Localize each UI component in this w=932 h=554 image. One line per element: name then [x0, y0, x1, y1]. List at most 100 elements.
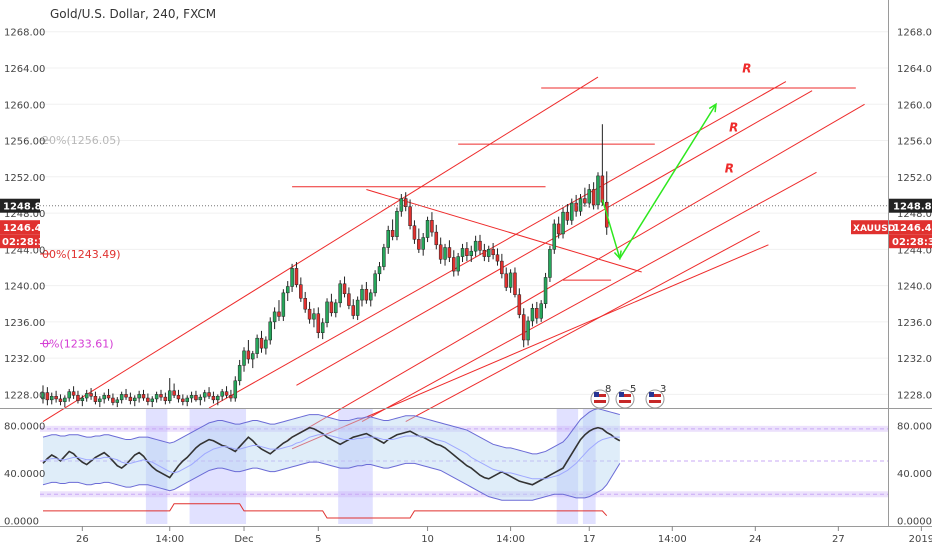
candles	[41, 124, 609, 408]
time-tick-label: 14:00	[658, 534, 687, 545]
oscillator-band-area	[43, 408, 620, 501]
left-countdown: 02:28:37	[2, 237, 52, 248]
candle-body	[517, 294, 522, 315]
left-countdown-bg	[0, 234, 40, 249]
candle-body	[508, 272, 513, 288]
flag-icon-stripe	[619, 394, 631, 397]
candle-body	[290, 268, 294, 287]
candle-body	[58, 398, 63, 402]
candle-body	[421, 237, 425, 250]
candle-body	[211, 395, 216, 401]
event-flag-icon[interactable]: 3	[645, 384, 666, 409]
candle-body	[299, 284, 303, 299]
flag-icon-canton	[649, 392, 654, 397]
countdown-label: 02:28:37	[892, 237, 932, 248]
trend-line	[366, 189, 642, 273]
candle-body	[150, 398, 154, 402]
price-axis[interactable]: 1228.00 1232.00 1236.00 1240.00 1244.00 1248.…	[897, 28, 932, 402]
oscillator-band-fill	[40, 491, 888, 498]
candle-body	[456, 256, 460, 272]
fib-level-label: 20%(1256.05)	[42, 134, 121, 147]
event-flag-icon[interactable]: 8	[590, 384, 611, 409]
candle-body	[447, 247, 452, 258]
event-flag-icon[interactable]: 5	[615, 384, 636, 409]
fib-level-label: 00%(1243.49)	[42, 248, 121, 261]
candle-body	[98, 398, 102, 402]
channel-line	[291, 244, 769, 450]
right-price-labels: 1248.81 1246.44 02:28:37 XAUUSD	[851, 198, 932, 249]
candle-body	[574, 202, 578, 212]
candle-body	[386, 230, 390, 248]
candle-body	[71, 391, 76, 396]
fib-levels: 20%(1256.05) 00%(1243.49) 0%(1233.61)	[40, 134, 121, 351]
candle-body	[316, 313, 321, 333]
left-last-tag-bg	[0, 220, 40, 235]
time-axis[interactable]: 26 14:00 Dec 5 10 14:00 17 14:00 24 27 2019	[76, 526, 932, 545]
price-tick-label: 1236.00	[897, 318, 932, 329]
candle-body	[342, 283, 347, 295]
arrow-head-down	[613, 250, 622, 261]
left-price-tick-label: 1228.00	[4, 390, 45, 401]
candle-body	[285, 286, 290, 294]
candle-body	[338, 283, 342, 304]
candle-body	[495, 254, 500, 262]
flag-icon-stripe	[649, 400, 661, 403]
candle-body	[41, 392, 45, 400]
candle-body	[154, 394, 159, 400]
oscillator-axis[interactable]: 0.0000 0.0000 40.0000 40.0000 80.0000 80.0000	[4, 421, 932, 527]
candle-body	[395, 211, 399, 237]
left-price-tick-label: 1236.00	[4, 318, 45, 329]
oscillator-tick-label: 40.0000	[897, 469, 932, 480]
candle-body	[417, 239, 421, 250]
candle-body	[434, 231, 439, 246]
oscillator-series-main	[42, 426, 621, 486]
candle-body	[600, 175, 605, 203]
price-tick-label: 1268.00	[897, 28, 932, 39]
candle-body	[172, 390, 176, 396]
oscillator-tick-label: 80.0000	[897, 421, 932, 432]
oscillator-left-tick-label: 80.0000	[4, 421, 45, 432]
candle-body	[556, 223, 561, 235]
candle-body	[565, 211, 570, 221]
time-tick-label: 27	[832, 534, 845, 545]
resistance-label: R	[742, 62, 751, 76]
candle-body	[320, 322, 325, 333]
candle-body	[578, 198, 583, 212]
price-tick-label: 1244.00	[897, 245, 932, 256]
candle-body	[443, 247, 447, 260]
time-tick-label: 14:00	[496, 534, 525, 545]
event-badges[interactable]: 8 5 3	[590, 384, 666, 409]
price-tick-label: 1264.00	[897, 64, 932, 75]
candle-body	[76, 395, 80, 401]
left-price-tick-label: 1260.00	[4, 100, 45, 111]
left-price-tick-label: 1244.00	[4, 245, 45, 256]
oscillator-tick-label: 0.0000	[897, 516, 932, 527]
candle-body	[281, 292, 286, 317]
oscillator-step-line	[43, 503, 608, 519]
candle-body	[399, 198, 404, 212]
candle-body	[491, 249, 495, 256]
candle-body	[486, 249, 491, 257]
left-price-tick-label: 1248.00	[4, 209, 45, 220]
time-tick-label: 24	[749, 534, 762, 545]
candle-body	[255, 337, 259, 354]
candle-body	[124, 394, 128, 398]
candle-body	[216, 395, 220, 401]
chart-title: Gold/U.S. Dollar, 240, FXCM	[50, 7, 216, 21]
candle-body	[526, 320, 530, 341]
oscillator-series-lower	[42, 461, 621, 501]
time-tick-label: 26	[76, 534, 89, 545]
left-last-tag: 1246.44	[3, 223, 49, 234]
candle-body	[552, 223, 557, 250]
candle-body	[137, 394, 141, 399]
candle-body	[539, 303, 543, 319]
candle-body	[307, 308, 312, 320]
price-tick-label: 1248.00	[897, 209, 932, 220]
candle-body	[259, 337, 264, 349]
candle-body	[45, 392, 50, 401]
time-tick-label: Dec	[234, 534, 253, 545]
candle-body	[277, 311, 281, 317]
time-tick-label: 10	[421, 534, 434, 545]
candle-body	[167, 390, 172, 401]
